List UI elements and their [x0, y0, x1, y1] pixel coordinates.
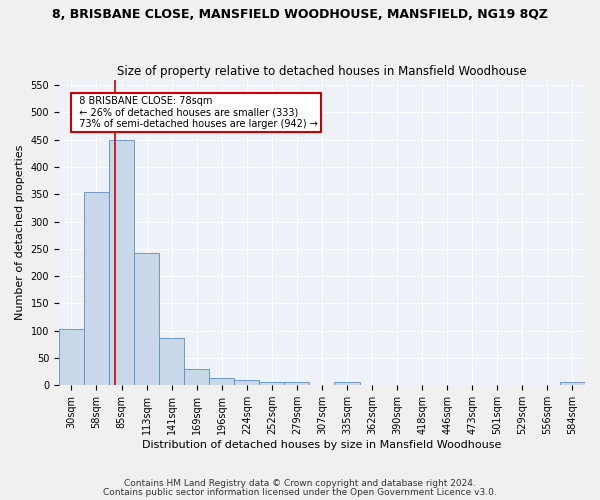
Bar — [109, 140, 134, 385]
Title: Size of property relative to detached houses in Mansfield Woodhouse: Size of property relative to detached ho… — [117, 66, 527, 78]
Text: Contains HM Land Registry data © Crown copyright and database right 2024.: Contains HM Land Registry data © Crown c… — [124, 479, 476, 488]
Bar — [159, 338, 184, 385]
Bar — [59, 329, 84, 385]
Bar — [134, 252, 159, 385]
X-axis label: Distribution of detached houses by size in Mansfield Woodhouse: Distribution of detached houses by size … — [142, 440, 502, 450]
Bar — [334, 382, 359, 385]
Text: Contains public sector information licensed under the Open Government Licence v3: Contains public sector information licen… — [103, 488, 497, 497]
Text: 8 BRISBANE CLOSE: 78sqm
  ← 26% of detached houses are smaller (333)
  73% of se: 8 BRISBANE CLOSE: 78sqm ← 26% of detache… — [73, 96, 319, 129]
Bar — [259, 382, 284, 385]
Bar — [84, 192, 109, 385]
Bar — [234, 380, 259, 385]
Y-axis label: Number of detached properties: Number of detached properties — [15, 145, 25, 320]
Bar — [560, 382, 585, 385]
Bar — [284, 382, 310, 385]
Bar — [209, 378, 234, 385]
Text: 8, BRISBANE CLOSE, MANSFIELD WOODHOUSE, MANSFIELD, NG19 8QZ: 8, BRISBANE CLOSE, MANSFIELD WOODHOUSE, … — [52, 8, 548, 20]
Bar — [184, 369, 209, 385]
